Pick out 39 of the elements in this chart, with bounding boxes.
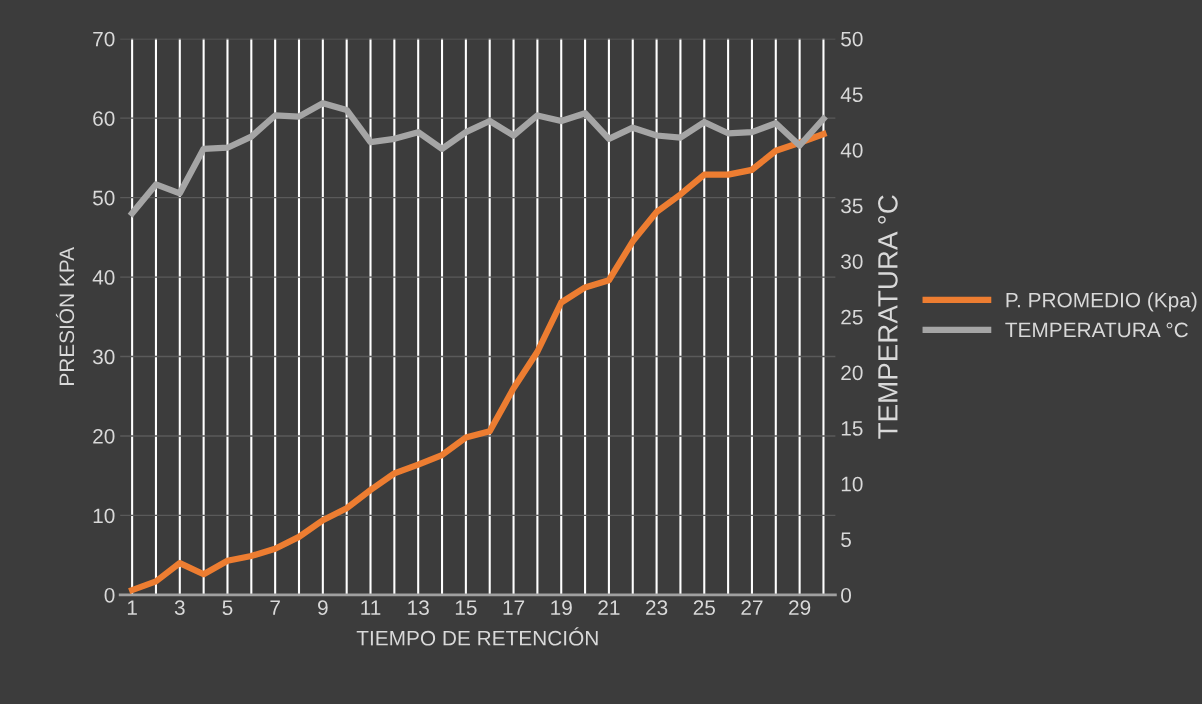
x-tick-label: 1 [127,600,137,615]
legend-label: TEMPERATURA °C [1005,322,1188,338]
y-tick-label: 20 [93,428,115,444]
x-axis-title: TIEMPO DE RETENCIÓN [356,627,598,646]
y2-tick-label: 25 [841,309,863,325]
y2-axis-title: TEMPERATURA °C [878,195,898,439]
x-tick-label: 3 [174,600,185,616]
y-tick-label: 10 [93,508,115,524]
x-tick-label: 17 [503,600,525,615]
y2-tick-label: 0 [841,587,852,603]
x-tick-label: 21 [598,600,620,615]
y-axis-title: PRESIÓN KPA [55,246,75,385]
y-tick-label: 0 [104,587,115,603]
y2-tick-label: 5 [841,532,851,548]
x-tick-label: 25 [693,600,715,616]
x-tick-label: 15 [455,600,477,616]
x-tick-label: 27 [741,600,763,615]
legend-label: P. PROMEDIO (Kpa) [1006,292,1197,312]
y2-tick-label: 50 [841,31,863,47]
x-tick-label: 11 [361,600,381,615]
y-tick-label: 40 [92,270,115,285]
y2-tick-label: 45 [840,87,863,103]
y-tick-label: 30 [92,349,115,365]
x-tick-label: 7 [270,600,280,615]
y2-tick-label: 15 [841,421,863,436]
y2-tick-label: 30 [841,254,863,269]
y2-tick-label: 10 [841,476,863,492]
y-tick-label: 60 [93,111,115,126]
y-tick-label: 70 [93,31,115,47]
x-tick-label: 9 [318,600,328,616]
y2-tick-label: 20 [841,365,863,381]
x-tick-label: 19 [551,600,572,616]
x-tick-label: 23 [646,600,668,616]
x-tick-label: 5 [222,600,233,616]
x-tick-label: 29 [789,600,811,616]
y-tick-label: 50 [93,190,115,206]
y2-tick-label: 35 [841,198,863,214]
y2-tick-label: 40 [840,142,863,158]
x-tick-label: 13 [408,600,429,616]
